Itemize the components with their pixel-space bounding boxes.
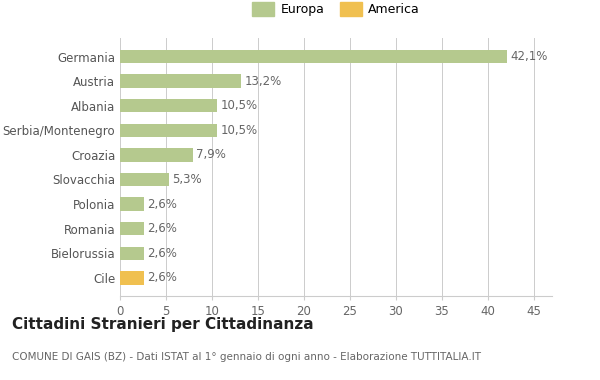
Text: 2,6%: 2,6% xyxy=(148,198,178,211)
Text: 13,2%: 13,2% xyxy=(245,74,282,88)
Bar xyxy=(120,197,144,211)
Text: Cittadini Stranieri per Cittadinanza: Cittadini Stranieri per Cittadinanza xyxy=(12,317,314,332)
Text: 10,5%: 10,5% xyxy=(220,124,257,137)
Bar xyxy=(120,99,217,112)
Bar xyxy=(120,222,144,236)
Text: COMUNE DI GAIS (BZ) - Dati ISTAT al 1° gennaio di ogni anno - Elaborazione TUTTI: COMUNE DI GAIS (BZ) - Dati ISTAT al 1° g… xyxy=(12,352,481,361)
Text: 2,6%: 2,6% xyxy=(148,247,178,260)
Text: 10,5%: 10,5% xyxy=(220,99,257,112)
Text: 7,9%: 7,9% xyxy=(196,149,226,162)
Text: 5,3%: 5,3% xyxy=(172,173,202,186)
Bar xyxy=(120,247,144,260)
Text: 2,6%: 2,6% xyxy=(148,271,178,284)
Bar xyxy=(120,50,507,63)
Text: 42,1%: 42,1% xyxy=(511,50,548,63)
Bar xyxy=(120,124,217,137)
Bar xyxy=(120,271,144,285)
Text: 2,6%: 2,6% xyxy=(148,222,178,235)
Bar xyxy=(120,148,193,162)
Legend: Europa, America: Europa, America xyxy=(247,0,425,21)
Bar xyxy=(120,74,241,88)
Bar xyxy=(120,173,169,186)
